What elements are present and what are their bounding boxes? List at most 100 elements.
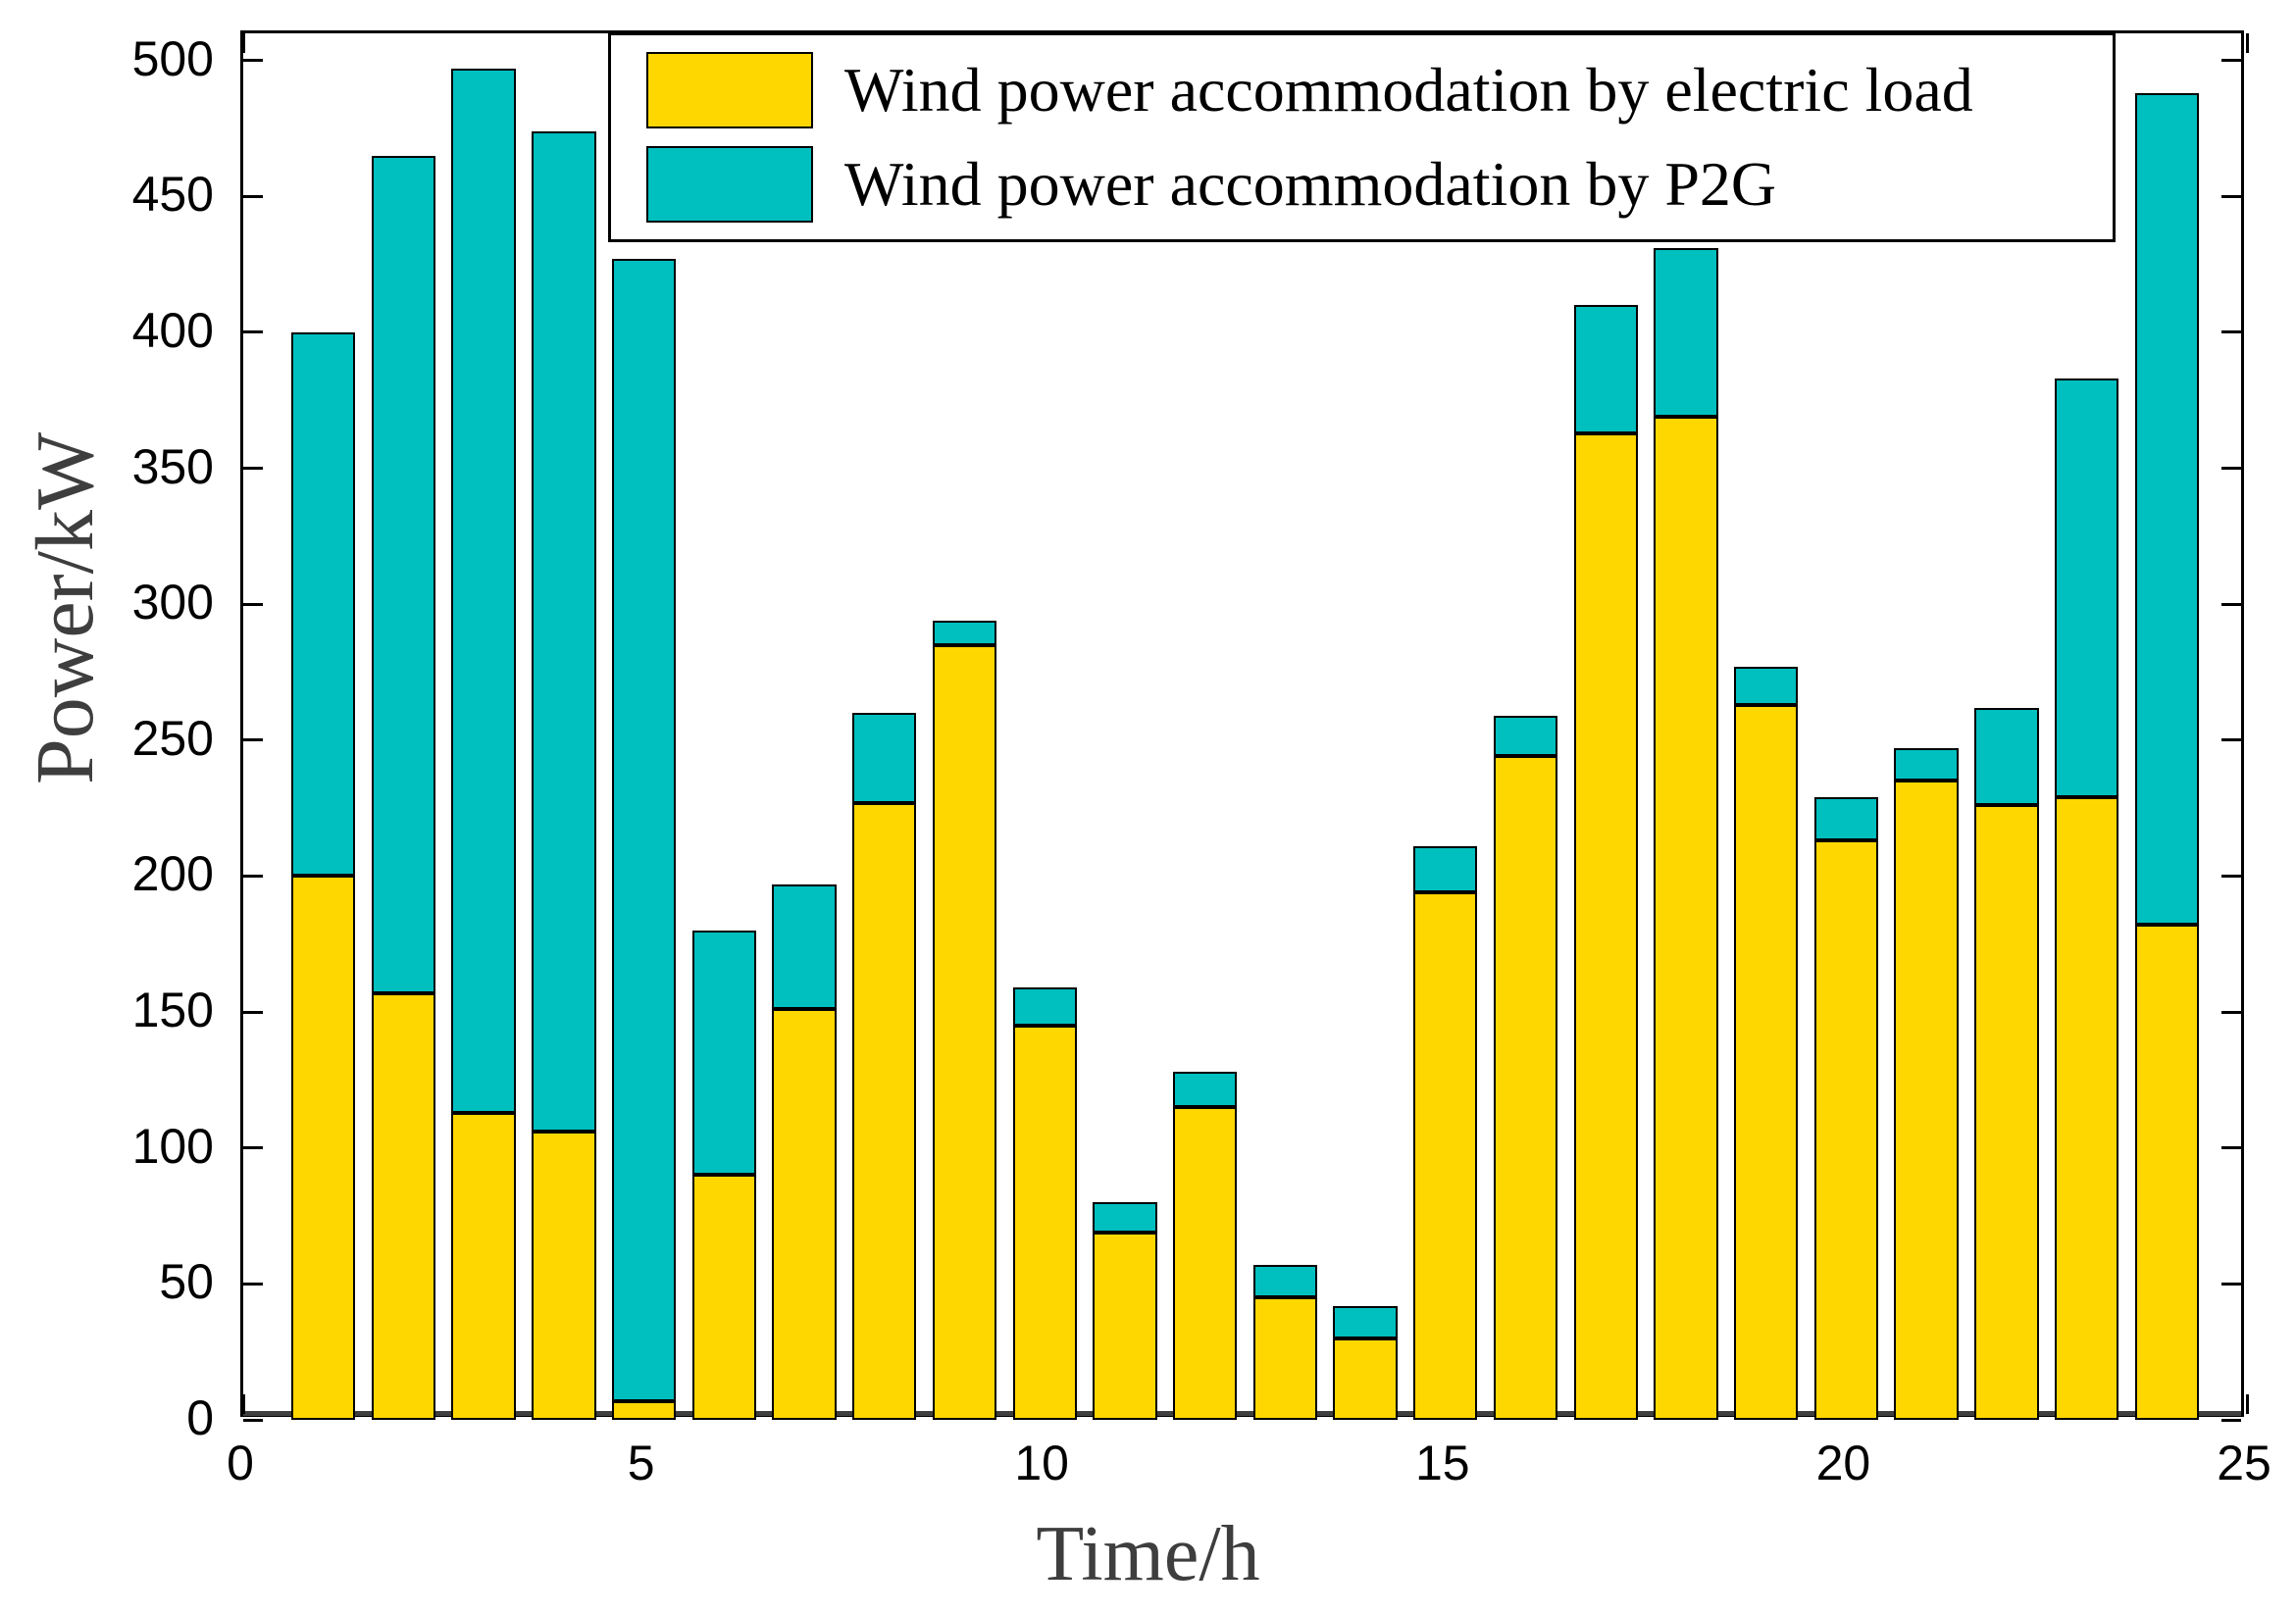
bar-hour-19-electric-load bbox=[1733, 704, 1799, 1420]
y-tick-right bbox=[2221, 1418, 2241, 1422]
bar-hour-4-p2g bbox=[532, 130, 596, 1133]
y-tick-left bbox=[243, 1418, 263, 1422]
bar-hour-24-electric-load bbox=[2134, 925, 2199, 1420]
y-tick-left bbox=[243, 602, 263, 606]
bar-hour-17-electric-load bbox=[1573, 432, 1638, 1420]
bar-hour-5-p2g bbox=[611, 259, 677, 1401]
plot-area bbox=[240, 30, 2249, 1422]
x-tick-label: 20 bbox=[1815, 1436, 1871, 1490]
bar-hour-18-electric-load bbox=[1654, 416, 1718, 1420]
y-tick-label: 100 bbox=[131, 1118, 214, 1174]
y-tick-label: 50 bbox=[159, 1254, 214, 1310]
y-tick-right bbox=[2221, 1282, 2241, 1286]
y-tick-right bbox=[2221, 1146, 2241, 1150]
bar-hour-15-p2g bbox=[1413, 845, 1478, 893]
bar-hour-9-p2g bbox=[932, 620, 997, 645]
bar-hour-1-electric-load bbox=[291, 876, 356, 1420]
bar-hour-8-electric-load bbox=[852, 802, 917, 1420]
bar-hour-24-p2g bbox=[2134, 92, 2199, 926]
bar-hour-23-electric-load bbox=[2054, 797, 2119, 1420]
x-tick-bottom bbox=[241, 1394, 245, 1414]
legend-label-electric-load: Wind power accommodation by electric loa… bbox=[844, 55, 1973, 125]
bar-hour-10-electric-load bbox=[1012, 1025, 1077, 1420]
legend-swatch-p2g bbox=[646, 146, 813, 223]
x-tick-top bbox=[2245, 33, 2249, 53]
bar-hour-2-electric-load bbox=[371, 992, 436, 1420]
y-tick-label: 0 bbox=[186, 1390, 214, 1445]
bar-hour-12-electric-load bbox=[1172, 1107, 1238, 1420]
y-tick-label: 150 bbox=[131, 983, 214, 1038]
y-tick-right bbox=[2221, 738, 2241, 742]
y-tick-label: 500 bbox=[131, 30, 214, 86]
y-tick-left bbox=[243, 59, 263, 63]
bar-hour-4-electric-load bbox=[532, 1132, 596, 1420]
bar-hour-16-p2g bbox=[1493, 715, 1558, 757]
bar-hour-21-electric-load bbox=[1894, 781, 1959, 1420]
bar-hour-22-p2g bbox=[1974, 707, 2039, 806]
bar-hour-7-p2g bbox=[772, 883, 837, 1010]
legend-swatch-electric-load bbox=[646, 52, 813, 128]
bar-hour-7-electric-load bbox=[772, 1009, 837, 1420]
y-tick-left bbox=[243, 467, 263, 471]
y-tick-left bbox=[243, 330, 263, 334]
bar-hour-14-p2g bbox=[1333, 1305, 1398, 1338]
y-tick-left bbox=[243, 1146, 263, 1150]
x-tick-top bbox=[241, 33, 245, 53]
bar-hour-16-electric-load bbox=[1493, 756, 1558, 1420]
bar-hour-6-p2g bbox=[691, 930, 756, 1176]
x-tick-label: 10 bbox=[1014, 1436, 1069, 1490]
bar-hour-10-p2g bbox=[1012, 987, 1077, 1026]
bar-hour-18-p2g bbox=[1654, 248, 1718, 417]
bar-hour-21-p2g bbox=[1894, 748, 1959, 782]
bar-hour-23-p2g bbox=[2054, 378, 2119, 798]
y-tick-right bbox=[2221, 194, 2241, 198]
bar-hour-22-electric-load bbox=[1974, 805, 2039, 1420]
x-tick-label: 5 bbox=[627, 1436, 655, 1490]
bar-hour-8-p2g bbox=[852, 713, 917, 803]
y-tick-right bbox=[2221, 467, 2241, 471]
bar-hour-3-p2g bbox=[451, 69, 516, 1113]
x-tick-label: 0 bbox=[227, 1436, 254, 1490]
y-tick-right bbox=[2221, 59, 2241, 63]
bar-hour-11-electric-load bbox=[1093, 1232, 1157, 1420]
x-axis-line bbox=[243, 1411, 2241, 1416]
bar-hour-13-p2g bbox=[1252, 1264, 1318, 1298]
legend: Wind power accommodation by electric loa… bbox=[608, 32, 2116, 242]
y-tick-label: 200 bbox=[131, 846, 214, 902]
y-tick-right bbox=[2221, 1010, 2241, 1014]
legend-label-p2g: Wind power accommodation by P2G bbox=[844, 149, 1777, 219]
bar-hour-2-p2g bbox=[371, 155, 436, 993]
bar-hour-12-p2g bbox=[1172, 1072, 1238, 1108]
bar-hour-6-electric-load bbox=[691, 1175, 756, 1420]
bar-hour-15-electric-load bbox=[1413, 892, 1478, 1420]
y-tick-right bbox=[2221, 874, 2241, 878]
legend-item-electric-load: Wind power accommodation by electric loa… bbox=[611, 46, 2113, 134]
y-tick-label: 450 bbox=[131, 167, 214, 223]
bar-hour-11-p2g bbox=[1093, 1202, 1157, 1233]
y-tick-left bbox=[243, 1282, 263, 1286]
legend-item-p2g: Wind power accommodation by P2G bbox=[611, 140, 2113, 228]
bar-hour-19-p2g bbox=[1733, 667, 1799, 705]
bar-hour-20-electric-load bbox=[1813, 840, 1879, 1420]
y-tick-label: 300 bbox=[131, 575, 214, 630]
bar-hour-1-p2g bbox=[291, 331, 356, 877]
y-tick-label: 350 bbox=[131, 438, 214, 494]
y-tick-left bbox=[243, 874, 263, 878]
bar-hour-3-electric-load bbox=[451, 1112, 516, 1420]
x-axis-title: Time/h bbox=[1036, 1511, 1260, 1597]
x-tick-bottom bbox=[2245, 1394, 2249, 1414]
y-tick-right bbox=[2221, 602, 2241, 606]
bar-hour-14-electric-load bbox=[1333, 1337, 1398, 1420]
bar-hour-20-p2g bbox=[1813, 797, 1879, 841]
bar-hour-5-electric-load bbox=[611, 1400, 677, 1420]
bar-hour-13-electric-load bbox=[1252, 1297, 1318, 1420]
bars-layer bbox=[243, 33, 2241, 1420]
bar-hour-17-p2g bbox=[1573, 305, 1638, 433]
y-tick-left bbox=[243, 1010, 263, 1014]
y-tick-left bbox=[243, 194, 263, 198]
x-tick-label: 25 bbox=[2217, 1436, 2271, 1490]
y-tick-label: 400 bbox=[131, 302, 214, 358]
bar-hour-9-electric-load bbox=[932, 644, 997, 1420]
y-tick-right bbox=[2221, 330, 2241, 334]
